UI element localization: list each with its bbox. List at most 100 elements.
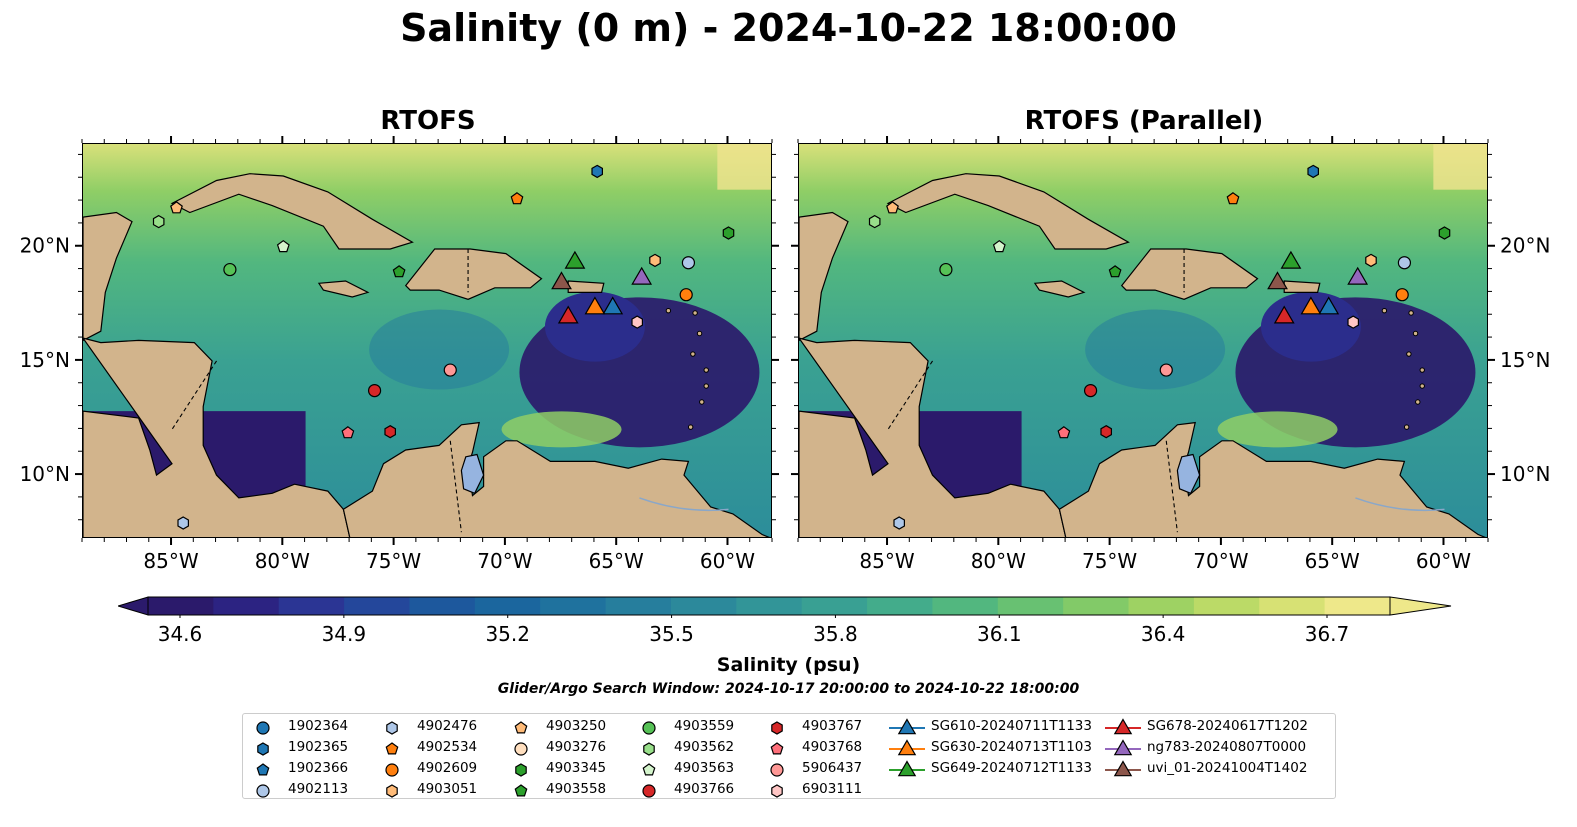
central-basin (369, 309, 510, 390)
marker-1902365 (591, 164, 603, 179)
colorbar-tick-label: 35.8 (813, 622, 858, 646)
marker-4903051 (1365, 253, 1377, 268)
river (1355, 497, 1445, 512)
legend-marker (256, 784, 270, 798)
lat-tick-label: 15°N (20, 348, 70, 372)
marker-uvi_01-20241004T1402 (551, 271, 572, 290)
island (1403, 424, 1410, 430)
legend-label: 4903345 (546, 760, 607, 776)
lake-maracaibo (1176, 453, 1201, 495)
island (1412, 330, 1419, 337)
colorbar-segment (474, 597, 541, 615)
legend-marker (1113, 760, 1133, 777)
legend-label: SG630-20240713T1103 (931, 739, 1092, 755)
colorbar (118, 596, 1452, 618)
lat-tick-label: 15°N (1500, 348, 1550, 372)
colorbar-segment (1193, 597, 1260, 615)
marker-4903563 (276, 239, 290, 253)
colorbar-segment (213, 597, 280, 615)
land-hispaniola (404, 248, 543, 300)
marker-SG630-20240713T1103 (584, 296, 606, 315)
fresh-plume-south (1217, 411, 1338, 448)
lon-tick-label: 70°W (1193, 549, 1248, 573)
marker-SG610-20240711T1133 (602, 296, 624, 315)
marker-5906437 (443, 363, 457, 377)
island (665, 307, 672, 314)
legend-marker (385, 763, 399, 777)
land-southam (342, 421, 770, 537)
borders (887, 249, 1185, 533)
marker-4903559 (939, 262, 953, 277)
marker-4903766 (367, 383, 382, 398)
legend-label: 4903276 (546, 739, 607, 755)
marker-4903250 (170, 201, 183, 214)
island (687, 424, 694, 430)
legend-label: 4902113 (288, 781, 349, 797)
colorbar-tick-label: 36.1 (977, 622, 1022, 646)
island (699, 399, 705, 405)
marker-4903558 (1108, 265, 1122, 278)
legend-label: 1902364 (288, 718, 349, 734)
marker-SG678-20240617T1202 (1273, 305, 1295, 324)
legend-marker (386, 784, 398, 798)
legend-label: 4903559 (674, 718, 735, 734)
colorbar-tick-label: 36.4 (1140, 622, 1186, 646)
land-southam (1058, 421, 1486, 537)
legend-label: 4902534 (417, 739, 478, 755)
legend-marker (515, 763, 527, 777)
legend-label: 4902476 (417, 718, 478, 734)
colorbar-segment (1324, 597, 1391, 615)
legend-label: ng783-20240807T0000 (1147, 739, 1307, 755)
legend-label: uvi_01-20241004T1402 (1147, 760, 1308, 776)
panel-title-rtofs: RTOFS (380, 106, 476, 136)
panel-title-rtofs-parallel: RTOFS (Parallel) (1024, 106, 1264, 136)
legend-marker (514, 721, 528, 734)
marker-4902113 (1397, 256, 1412, 270)
fresh-plume-south (501, 411, 622, 448)
colorbar-segment (409, 597, 476, 615)
lon-tick-label: 80°W (255, 549, 310, 573)
colorbar-tick-label: 35.5 (649, 622, 694, 646)
marker-SG630-20240713T1103 (1300, 296, 1322, 315)
marker-4903768 (341, 426, 355, 439)
marker-4903558 (392, 265, 406, 278)
marker-SG649-20240712T1133 (1280, 250, 1302, 269)
colorbar-tick-label: 36.7 (1304, 622, 1350, 646)
legend-marker (514, 742, 528, 756)
colorbar-segment (670, 597, 737, 615)
lon-tick-label: 70°W (477, 549, 532, 573)
legend-label: 1902366 (288, 760, 349, 776)
marker-ng783-20240807T0000 (631, 266, 653, 285)
legend-label: 5906437 (802, 760, 863, 776)
land-cuba (170, 173, 414, 250)
colorbar-min-extend (118, 596, 149, 616)
marker-6903111 (631, 315, 643, 329)
legend-marker (897, 718, 917, 735)
lat-tick-label: 10°N (20, 462, 70, 486)
lat-tick-label: 20°N (20, 234, 70, 258)
marker-4903563 (992, 239, 1006, 253)
lon-tick-label: 65°W (1305, 549, 1360, 573)
legend-marker (642, 721, 656, 735)
marker-4903345 (722, 226, 735, 240)
land-central (83, 337, 351, 537)
marker-4902476 (893, 516, 905, 530)
marker-1902365 (1307, 164, 1319, 179)
colorbar-segment (1063, 597, 1130, 615)
marker-4903767 (1100, 425, 1112, 439)
legend-label: 4903250 (546, 718, 607, 734)
legend-marker (1113, 718, 1133, 735)
borders (171, 249, 469, 533)
colorbar-segment (148, 597, 214, 615)
lon-tick-label: 60°W (700, 549, 755, 573)
lon-tick-label: 75°W (1082, 549, 1137, 573)
legend-marker (770, 763, 784, 777)
legend-label: 4903768 (802, 739, 863, 755)
land-central (799, 337, 1067, 537)
island (1406, 351, 1412, 357)
legend-label: 1902365 (288, 739, 349, 755)
legend-marker (1113, 739, 1133, 756)
island (1419, 383, 1425, 389)
legend-marker (643, 742, 655, 756)
land-hispaniola (1120, 248, 1259, 300)
